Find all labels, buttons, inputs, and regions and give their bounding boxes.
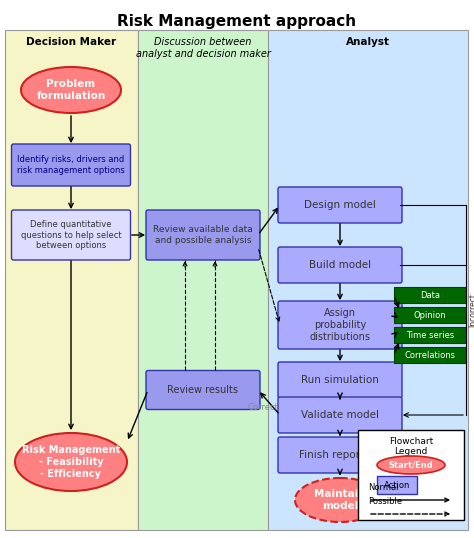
Text: Run simulation: Run simulation [301, 375, 379, 385]
Text: Action: Action [384, 480, 410, 490]
FancyBboxPatch shape [146, 210, 260, 260]
Text: Data: Data [420, 291, 440, 300]
FancyBboxPatch shape [11, 144, 130, 186]
FancyBboxPatch shape [278, 247, 402, 283]
Text: Correlations: Correlations [404, 350, 456, 359]
Text: Validate model: Validate model [301, 410, 379, 420]
Text: Design model: Design model [304, 200, 376, 210]
Text: Maintain
model: Maintain model [314, 489, 366, 511]
Ellipse shape [15, 433, 127, 491]
Text: Build model: Build model [309, 260, 371, 270]
Text: Analyst: Analyst [346, 37, 390, 47]
Text: Decision Maker: Decision Maker [26, 37, 116, 47]
Text: Flowchart
Legend: Flowchart Legend [389, 437, 433, 456]
Text: Incorrect: Incorrect [468, 293, 474, 327]
Ellipse shape [377, 456, 445, 474]
Text: Review results: Review results [167, 385, 238, 395]
Bar [268, 30, 468, 530]
Text: Discussion between
analyst and decision maker: Discussion between analyst and decision … [136, 37, 271, 59]
Bar [394, 327, 466, 343]
Text: Identify risks, drivers and
risk management options: Identify risks, drivers and risk managem… [17, 155, 125, 175]
Text: Risk Management
- Feasibility
- Efficiency: Risk Management - Feasibility - Efficien… [22, 445, 120, 479]
Text: Review available data
and possible analysis: Review available data and possible analy… [153, 225, 253, 245]
Bar [138, 30, 268, 530]
Bar [394, 307, 466, 323]
Text: Problem
formulation: Problem formulation [36, 79, 106, 101]
FancyBboxPatch shape [146, 371, 260, 409]
Bar [394, 287, 466, 303]
Ellipse shape [21, 67, 121, 113]
Text: Normal: Normal [368, 483, 399, 492]
FancyBboxPatch shape [278, 301, 402, 349]
Bar [394, 347, 466, 363]
Bar [5, 30, 138, 530]
Text: Possible: Possible [368, 497, 402, 506]
Text: Correct: Correct [247, 403, 278, 412]
FancyBboxPatch shape [278, 437, 402, 473]
FancyBboxPatch shape [11, 210, 130, 260]
FancyBboxPatch shape [278, 397, 402, 433]
Bar [358, 430, 464, 520]
Text: Assign
probability
distributions: Assign probability distributions [310, 308, 371, 342]
Text: Define quantitative
questions to help select
between options: Define quantitative questions to help se… [21, 220, 121, 250]
Ellipse shape [295, 478, 385, 522]
Text: Finish reporting: Finish reporting [299, 450, 381, 460]
FancyBboxPatch shape [278, 187, 402, 223]
FancyBboxPatch shape [377, 476, 417, 494]
Text: Risk Management approach: Risk Management approach [118, 14, 356, 29]
FancyBboxPatch shape [278, 362, 402, 398]
Text: Opinion: Opinion [414, 310, 447, 320]
Text: Start/End: Start/End [389, 461, 433, 470]
Text: Time series: Time series [406, 330, 454, 339]
